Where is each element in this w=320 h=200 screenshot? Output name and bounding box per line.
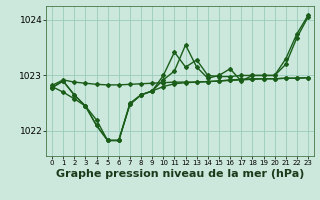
X-axis label: Graphe pression niveau de la mer (hPa): Graphe pression niveau de la mer (hPa) <box>56 169 304 179</box>
